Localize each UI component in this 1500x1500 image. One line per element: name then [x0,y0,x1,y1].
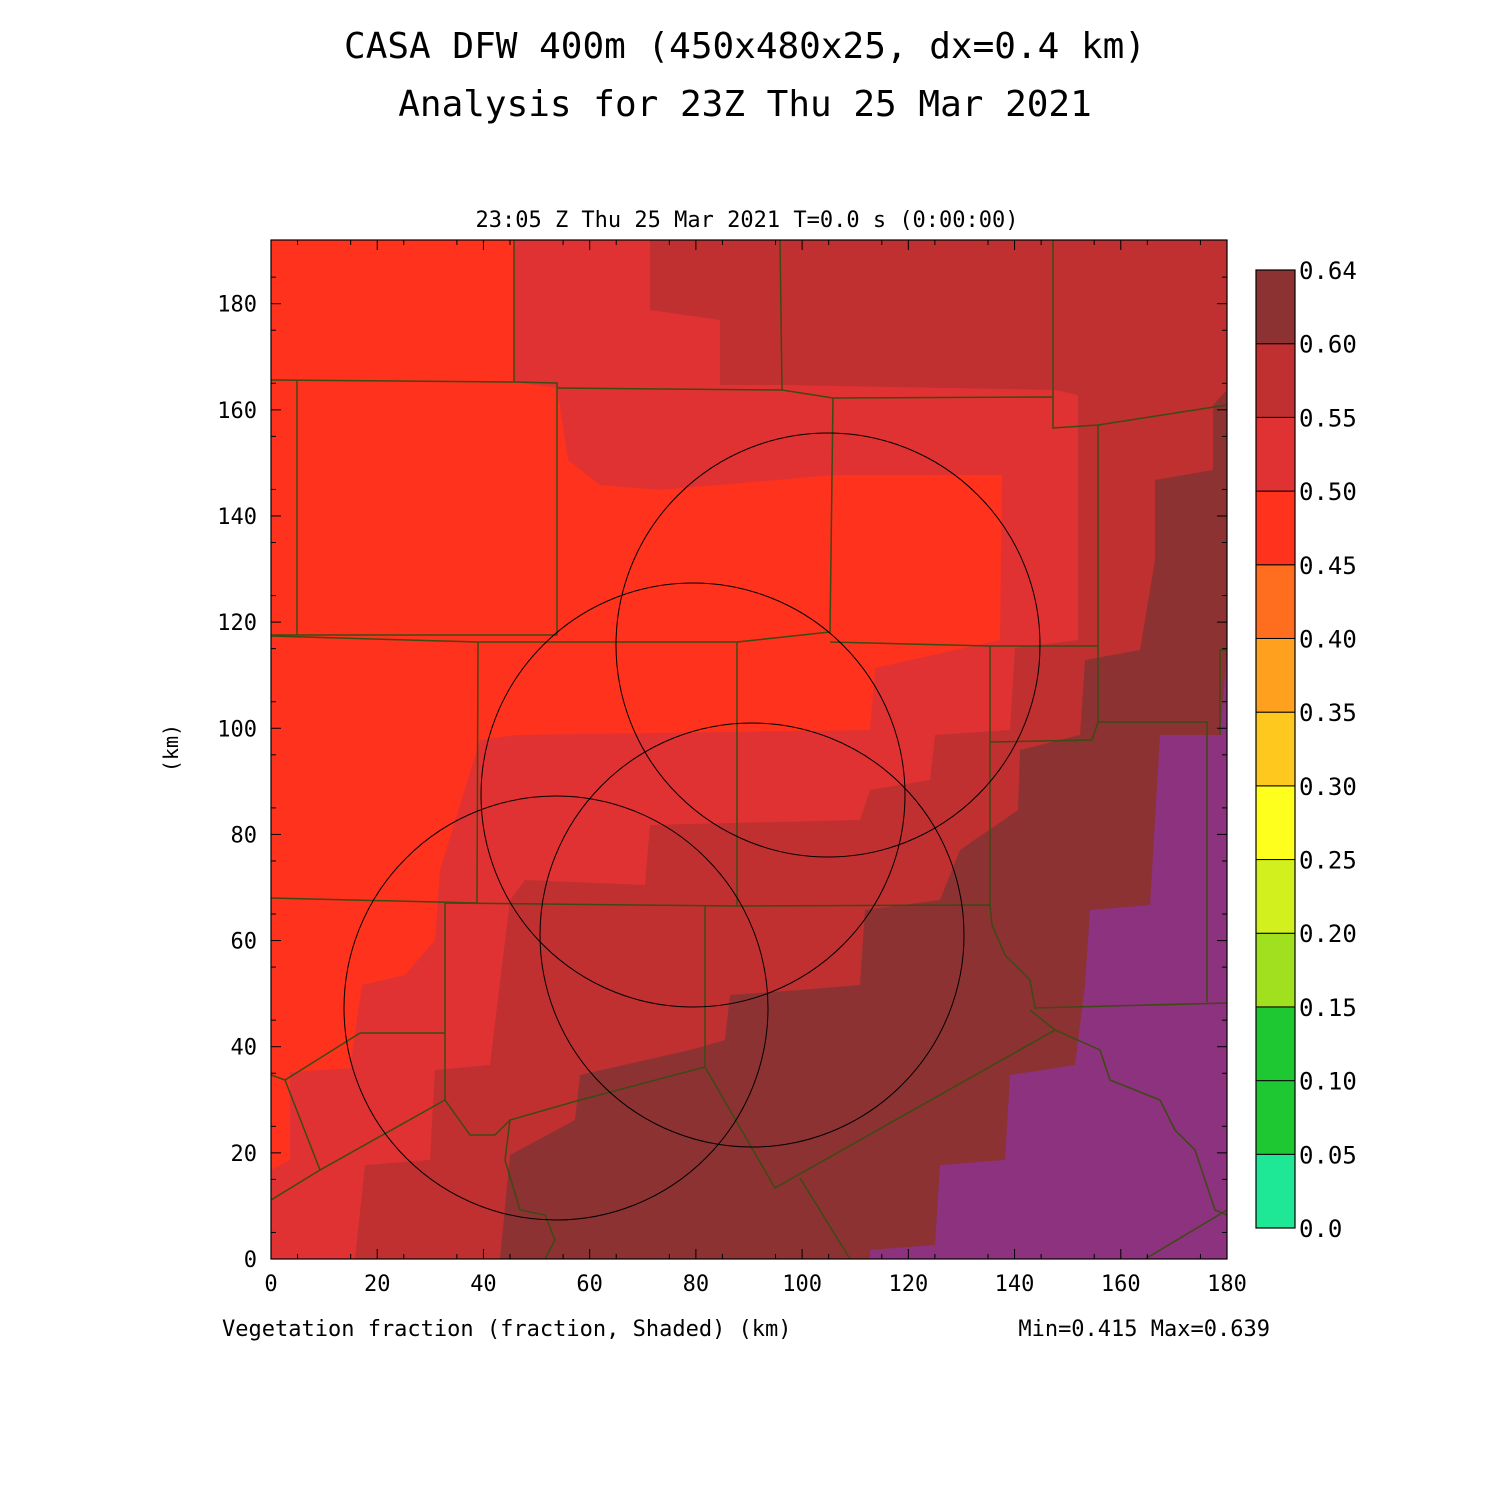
county-line [271,379,558,636]
figure-title: CASA DFW 400m (450x480x25, dx=0.4 km) [344,26,1146,67]
county-line [1144,1209,1227,1259]
county-boundaries [271,240,1227,1259]
colorbar-label: 0.55 [1299,404,1357,432]
colorbar-swatch [1255,711,1296,787]
radar-ring [539,722,965,1148]
x-tick-label: 140 [995,1272,1035,1297]
county-line [1219,649,1227,735]
x-tick-label: 100 [782,1272,822,1297]
y-tick-label: 140 [217,505,257,530]
vegetation-field [271,240,1227,1259]
y-tick-label: 0 [244,1248,257,1273]
colorbar-label: 0.0 [1299,1215,1342,1243]
colorbar-swatch [1255,416,1296,492]
y-tick-label: 180 [217,293,257,318]
radar-ring [343,795,769,1221]
colorbar-swatch [1255,932,1296,1008]
colorbar-swatch [1255,1006,1296,1082]
county-line [444,902,1227,1009]
colorbar-label: 0.60 [1299,331,1357,359]
colorbar-swatch [1255,1153,1296,1229]
y-axis: 0 20 40 60 80 100 120 140 160 180 [217,276,1227,1273]
colorbar-label: 0.35 [1299,699,1357,727]
colorbar-label: 0.05 [1299,1141,1357,1169]
y-tick-label: 40 [231,1036,258,1061]
colorbar-swatch [1255,490,1296,566]
colorbar-label: 0.30 [1299,773,1357,801]
x-tick-label: 60 [576,1272,603,1297]
radar-rings [343,432,1041,1221]
county-line [779,240,783,391]
county-line [271,1099,446,1201]
radar-ring [615,432,1041,858]
colorbar-frame [1255,269,1296,1229]
y-tick-label: 120 [217,611,257,636]
x-tick-label: 0 [264,1272,277,1297]
x-tick-label: 180 [1207,1272,1247,1297]
x-tick-label: 120 [888,1272,928,1297]
x-axis: 0 20 40 60 80 100 120 140 160 180 [264,240,1247,1297]
y-tick-label: 160 [217,399,257,424]
colorbar-swatch [1255,564,1296,639]
colorbar-label: 0.15 [1299,994,1357,1022]
y-axis-label: (km) [159,724,183,772]
colorbar-swatch [1255,1080,1296,1155]
x-tick-label: 80 [683,1272,710,1297]
radar-ring [480,582,906,1008]
colorbar-label: 0.50 [1299,478,1357,506]
field-region-060-064 [870,650,1227,1259]
colorbar-label: 0.20 [1299,920,1357,948]
x-tick-label: 160 [1101,1272,1141,1297]
x-tick-label: 20 [364,1272,391,1297]
county-line [829,425,1099,647]
colorbar-label: 0.64 [1299,257,1357,285]
county-line [1097,646,1208,1002]
county-line [989,721,1099,743]
county-line [284,1079,321,1171]
y-tick-label: 60 [231,930,258,955]
colorbar-swatch [1255,637,1296,713]
x-axis-label: Vegetation fraction (fraction, Shaded) (… [222,1317,792,1342]
figure-subtitle: Analysis for 23Z Thu 25 Mar 2021 [398,84,1092,125]
colorbar-swatch [1255,785,1296,861]
colorbar-swatch [1255,343,1296,418]
county-line [271,397,834,643]
x-tick-label: 40 [470,1272,497,1297]
plot-frame [270,239,1228,1260]
time-label: 23:05 Z Thu 25 Mar 2021 T=0.0 s (0:00:00… [475,208,1018,233]
colorbar-label: 0.25 [1299,847,1357,875]
county-line [504,1119,556,1259]
colorbar-label: 0.45 [1299,552,1357,580]
y-tick-label: 80 [231,823,258,848]
y-tick-label: 20 [231,1142,258,1167]
colorbar-swatch [1255,269,1296,345]
colorbar-label: 0.10 [1299,1068,1357,1096]
y-tick-label: 100 [217,717,257,742]
min-max-stats: Min=0.415 Max=0.639 [1018,1317,1270,1342]
county-line [799,1177,851,1259]
field-region-055-060 [500,390,1227,1259]
colorbar: 0.0 0.05 0.10 0.15 0.20 0.25 0.30 0.35 0.40 0.45 0… [1255,257,1357,1243]
colorbar-swatch [1255,859,1296,934]
county-line [1029,1009,1056,1031]
colorbar-label: 0.40 [1299,625,1357,653]
